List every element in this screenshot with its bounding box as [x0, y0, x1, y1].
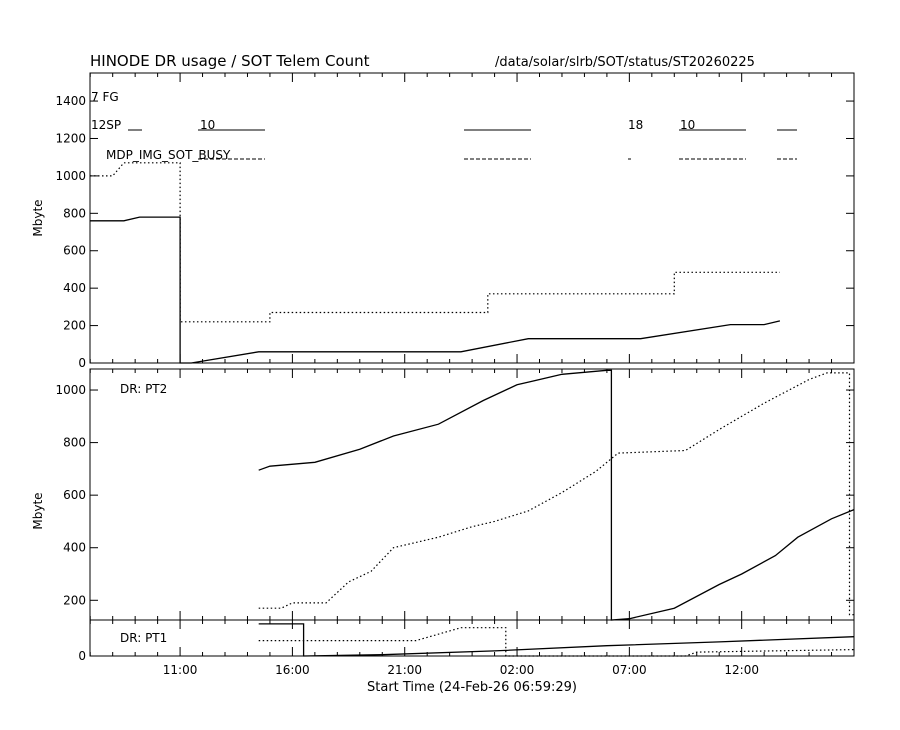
top-y-axis-label: Mbyte [31, 199, 45, 236]
y-tick-label: 600 [63, 244, 86, 258]
series-line-solid [258, 623, 855, 657]
bottom-panel-frame [89, 619, 855, 657]
y-tick-label: 1200 [55, 131, 86, 145]
y-tick-label: 1000 [55, 169, 86, 183]
chart-title: HINODE DR usage / SOT Telem Count [90, 52, 370, 70]
fg-label: 7 FG [91, 90, 119, 104]
series-line-dotted [90, 162, 780, 323]
sp-label: 12SP [91, 118, 121, 132]
y-tick-label: 0 [78, 649, 86, 663]
y-tick-label: 800 [63, 206, 86, 220]
pt2-label: DR: PT2 [120, 382, 167, 396]
y-tick-label: 0 [78, 356, 86, 370]
x-tick-label: 02:00 [500, 663, 535, 677]
x-tick-label: 07:00 [612, 663, 647, 677]
x-axis-label: Start Time (24-Feb-26 06:59:29) [367, 680, 577, 695]
y-tick-label: 800 [63, 436, 86, 450]
busy-label: MDP_IMG_SOT_BUSY [106, 148, 231, 162]
y-tick-label: 400 [63, 541, 86, 555]
series-line-solid [258, 369, 855, 621]
y-tick-label: 1000 [55, 383, 86, 397]
x-tick-label: 12:00 [724, 663, 759, 677]
x-tick-label: 16:00 [275, 663, 310, 677]
axis-ticks: 0200400600800100012001400200400600800100… [55, 73, 855, 677]
pt1-label: DR: PT1 [120, 631, 167, 645]
series-line-dotted [258, 372, 854, 616]
y-tick-label: 600 [63, 488, 86, 502]
y-tick-label: 200 [63, 593, 86, 607]
top-panel-frame [89, 72, 855, 364]
file-path: /data/solar/slrb/SOT/status/ST20260225 [495, 55, 755, 70]
series-line-dotted [258, 627, 855, 657]
series-line-solid [90, 216, 781, 364]
data-series [90, 162, 855, 657]
sp-value-1: 10 [200, 118, 215, 132]
sp-value-2: 18 [628, 118, 643, 132]
x-tick-label: 11:00 [163, 663, 198, 677]
y-tick-label: 200 [63, 319, 86, 333]
sp-value-3: 10 [680, 118, 695, 132]
y-tick-label: 1400 [55, 94, 86, 108]
middle-y-axis-label: Mbyte [31, 492, 45, 529]
y-tick-label: 400 [63, 281, 86, 295]
x-tick-label: 21:00 [387, 663, 422, 677]
